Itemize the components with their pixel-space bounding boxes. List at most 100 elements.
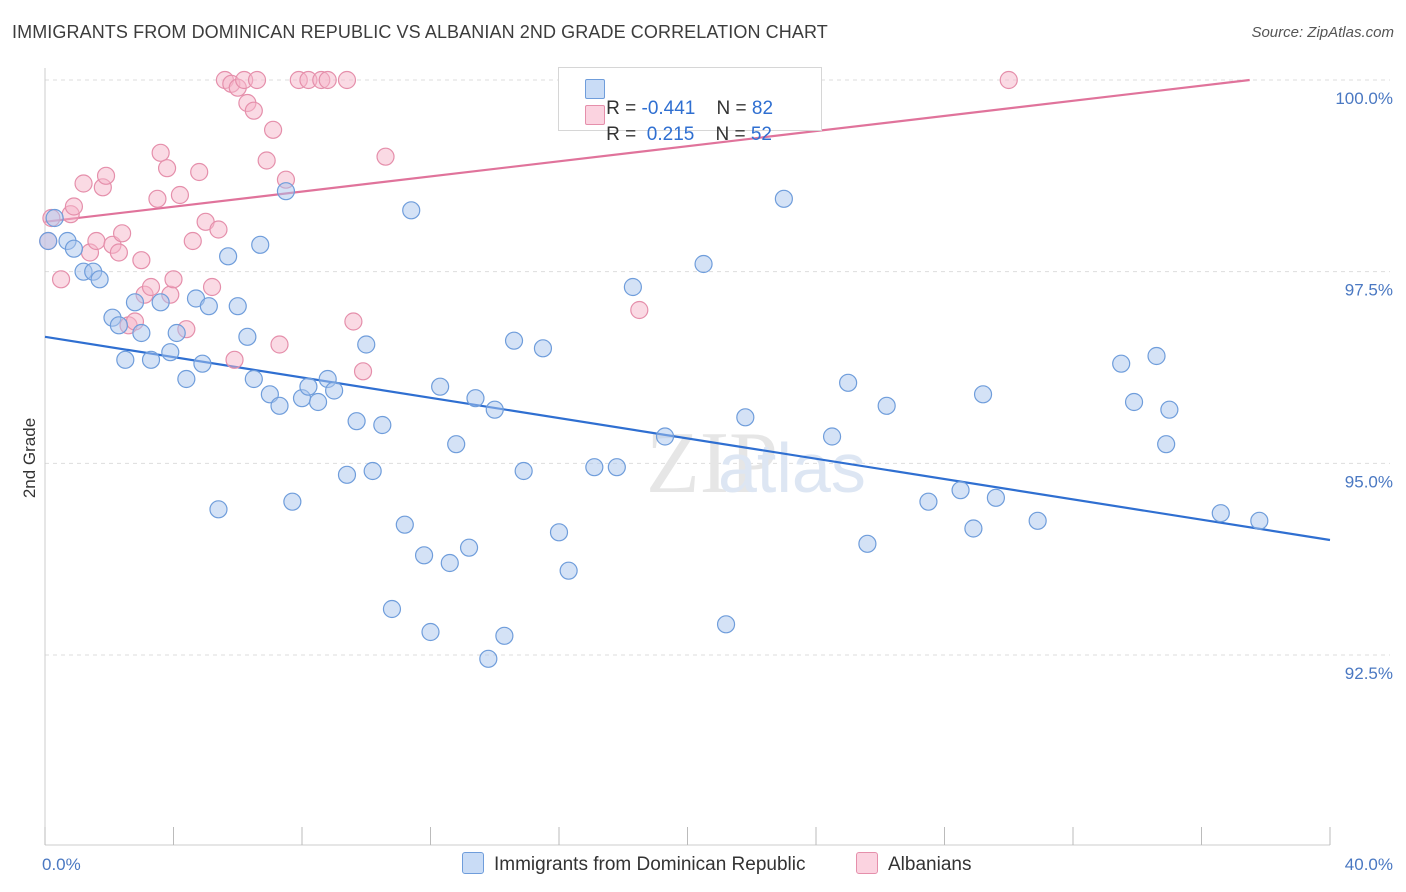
legend-row-pink: R = 0.215 N = 52 (585, 102, 772, 168)
point-dominican (973, 385, 993, 404)
point-albanian (64, 197, 84, 216)
watermark-atlas: atlas (718, 429, 866, 507)
point-albanian (141, 277, 161, 297)
y-tick-label: 92.5% (1345, 664, 1393, 683)
point-dominican (495, 626, 514, 645)
point-dominican (308, 392, 328, 412)
point-dominican (64, 239, 84, 258)
point-dominican (251, 235, 270, 254)
point-dominican (1157, 435, 1176, 454)
point-dominican (167, 323, 186, 343)
point-albanian (109, 243, 128, 262)
y-axis-label: 2nd Grade (20, 418, 39, 498)
point-dominican (276, 182, 296, 201)
legend-r-label: R = (606, 98, 642, 119)
point-dominican (347, 412, 366, 431)
point-dominican (431, 377, 450, 396)
point-dominican (585, 458, 604, 477)
point-dominican (774, 189, 793, 208)
legend-r-value: 0.215 (641, 124, 695, 145)
point-albanian (190, 162, 209, 182)
point-dominican (514, 461, 533, 481)
data-points (39, 70, 1269, 668)
point-dominican (402, 201, 421, 220)
point-dominican (337, 465, 357, 484)
point-dominican (447, 435, 466, 454)
grid-lines (45, 79, 1390, 656)
point-dominican (244, 369, 263, 389)
legend-label-dominican: Immigrants from Dominican Republic (494, 854, 806, 875)
point-albanian (112, 224, 132, 243)
point-dominican (395, 515, 414, 534)
legend-item-dominican: Immigrants from Dominican Republic (462, 852, 806, 876)
point-albanian (51, 270, 71, 289)
y-tick-label: 100.0% (1335, 89, 1393, 108)
point-dominican (479, 649, 498, 668)
point-dominican (1112, 354, 1131, 373)
point-albanian (87, 231, 106, 251)
point-albanian (257, 151, 276, 170)
point-dominican (504, 331, 524, 350)
trendline-albanians (44, 78, 1250, 223)
point-dominican (655, 427, 675, 446)
legend-r-value: -0.441 (641, 98, 696, 119)
point-dominican (1211, 504, 1230, 523)
point-dominican (1147, 346, 1166, 366)
point-dominican (39, 231, 58, 251)
stats-legend: R = -0.441 N = 82 R = 0.215 N = 52 (558, 67, 822, 145)
point-dominican (1250, 511, 1269, 530)
point-albanian (318, 70, 337, 90)
point-dominican (219, 247, 238, 266)
point-albanian (263, 120, 283, 139)
point-albanian (999, 70, 1018, 90)
point-dominican (485, 400, 504, 419)
point-dominican (382, 599, 402, 619)
point-dominican (736, 408, 755, 427)
point-albanian (376, 147, 395, 166)
point-dominican (238, 327, 257, 346)
point-dominican (363, 461, 382, 481)
point-dominican (125, 293, 145, 312)
legend-item-albanians: Albanians (856, 852, 971, 876)
point-albanian (202, 277, 222, 297)
point-albanian (148, 189, 167, 208)
point-albanian (151, 143, 170, 162)
point-dominican (199, 297, 218, 316)
point-dominican (270, 396, 289, 415)
point-dominican (228, 297, 247, 316)
point-dominican (951, 481, 970, 500)
x-tick-label: 0.0% (42, 855, 81, 874)
point-dominican (694, 254, 713, 274)
y-tick-label: 95.0% (1345, 472, 1393, 491)
point-albanian (225, 350, 244, 369)
point-albanian (96, 166, 116, 185)
point-dominican (466, 389, 485, 408)
point-dominican (533, 339, 553, 358)
point-dominican (1160, 400, 1179, 419)
point-albanian (183, 231, 202, 251)
point-albanian (244, 101, 263, 120)
point-dominican (607, 458, 626, 477)
point-albanian (337, 70, 357, 90)
chart-title: IMMIGRANTS FROM DOMINICAN REPUBLIC VS AL… (12, 22, 828, 42)
point-dominican (116, 350, 135, 369)
legend-r-label: R = (606, 124, 642, 145)
point-dominican (421, 622, 440, 642)
legend-swatch-blue (462, 852, 484, 874)
point-dominican (161, 343, 180, 362)
point-dominican (716, 615, 736, 634)
point-dominican (440, 553, 459, 573)
trend-lines (44, 78, 1331, 542)
legend-swatch-pink (585, 105, 605, 125)
point-albanian (630, 300, 649, 320)
point-albanian (344, 312, 363, 331)
point-dominican (373, 415, 392, 435)
point-dominican (132, 323, 151, 343)
point-albanian (164, 270, 183, 289)
point-albanian (353, 362, 373, 381)
point-albanian (170, 185, 190, 205)
legend-n-label: N = (716, 98, 752, 119)
point-dominican (109, 316, 128, 335)
legend-swatch-blue (585, 79, 605, 99)
